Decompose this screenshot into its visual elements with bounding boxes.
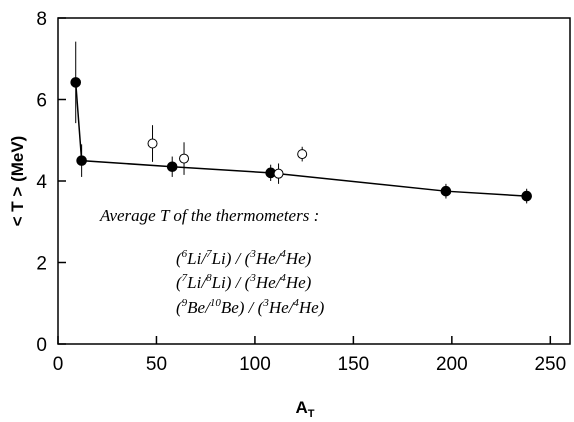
y-tick-label-2: 4 <box>36 172 47 193</box>
x-axis-label: AT <box>295 398 314 420</box>
point-0-5 <box>521 190 532 202</box>
x-tick-label-5: 250 <box>534 354 566 375</box>
y-tick-label-3: 6 <box>36 91 47 112</box>
point-1-2 <box>273 168 284 179</box>
series-0-line <box>74 82 527 197</box>
x-tick-label-0: 0 <box>53 354 64 375</box>
point-1-0 <box>147 138 158 149</box>
y-tick-label-1: 2 <box>36 254 47 275</box>
point-0-2 <box>166 161 178 173</box>
point-1-1 <box>179 153 190 164</box>
point-0-1 <box>76 155 87 166</box>
y-axis-label: < T > (MeV) <box>8 136 27 227</box>
plot-frame <box>57 17 571 345</box>
point-1-3 <box>297 149 308 160</box>
x-tick-label-4: 200 <box>436 354 468 375</box>
point-0-0 <box>70 77 82 88</box>
annotation-heading: Average T of the thermometers : <box>99 206 319 225</box>
y-tick-label-0: 0 <box>36 335 47 356</box>
x-tick-label-1: 50 <box>146 354 167 375</box>
x-tick-label-2: 100 <box>239 354 271 375</box>
annotation-line-0: (6​Li/7​Li) / (3​He/4​He) <box>176 248 312 268</box>
y-tick-label-4: 8 <box>36 9 47 30</box>
annotation-line-2: (9​Be/10​Be) / (3​He/4​He) <box>176 297 325 317</box>
x-tick-label-3: 150 <box>338 354 370 375</box>
point-0-4 <box>440 185 452 197</box>
annotation-line-1: (7​Li/8​Li) / (3​He/4​He) <box>176 272 312 292</box>
x-axis-label-subscript: T <box>308 408 315 420</box>
